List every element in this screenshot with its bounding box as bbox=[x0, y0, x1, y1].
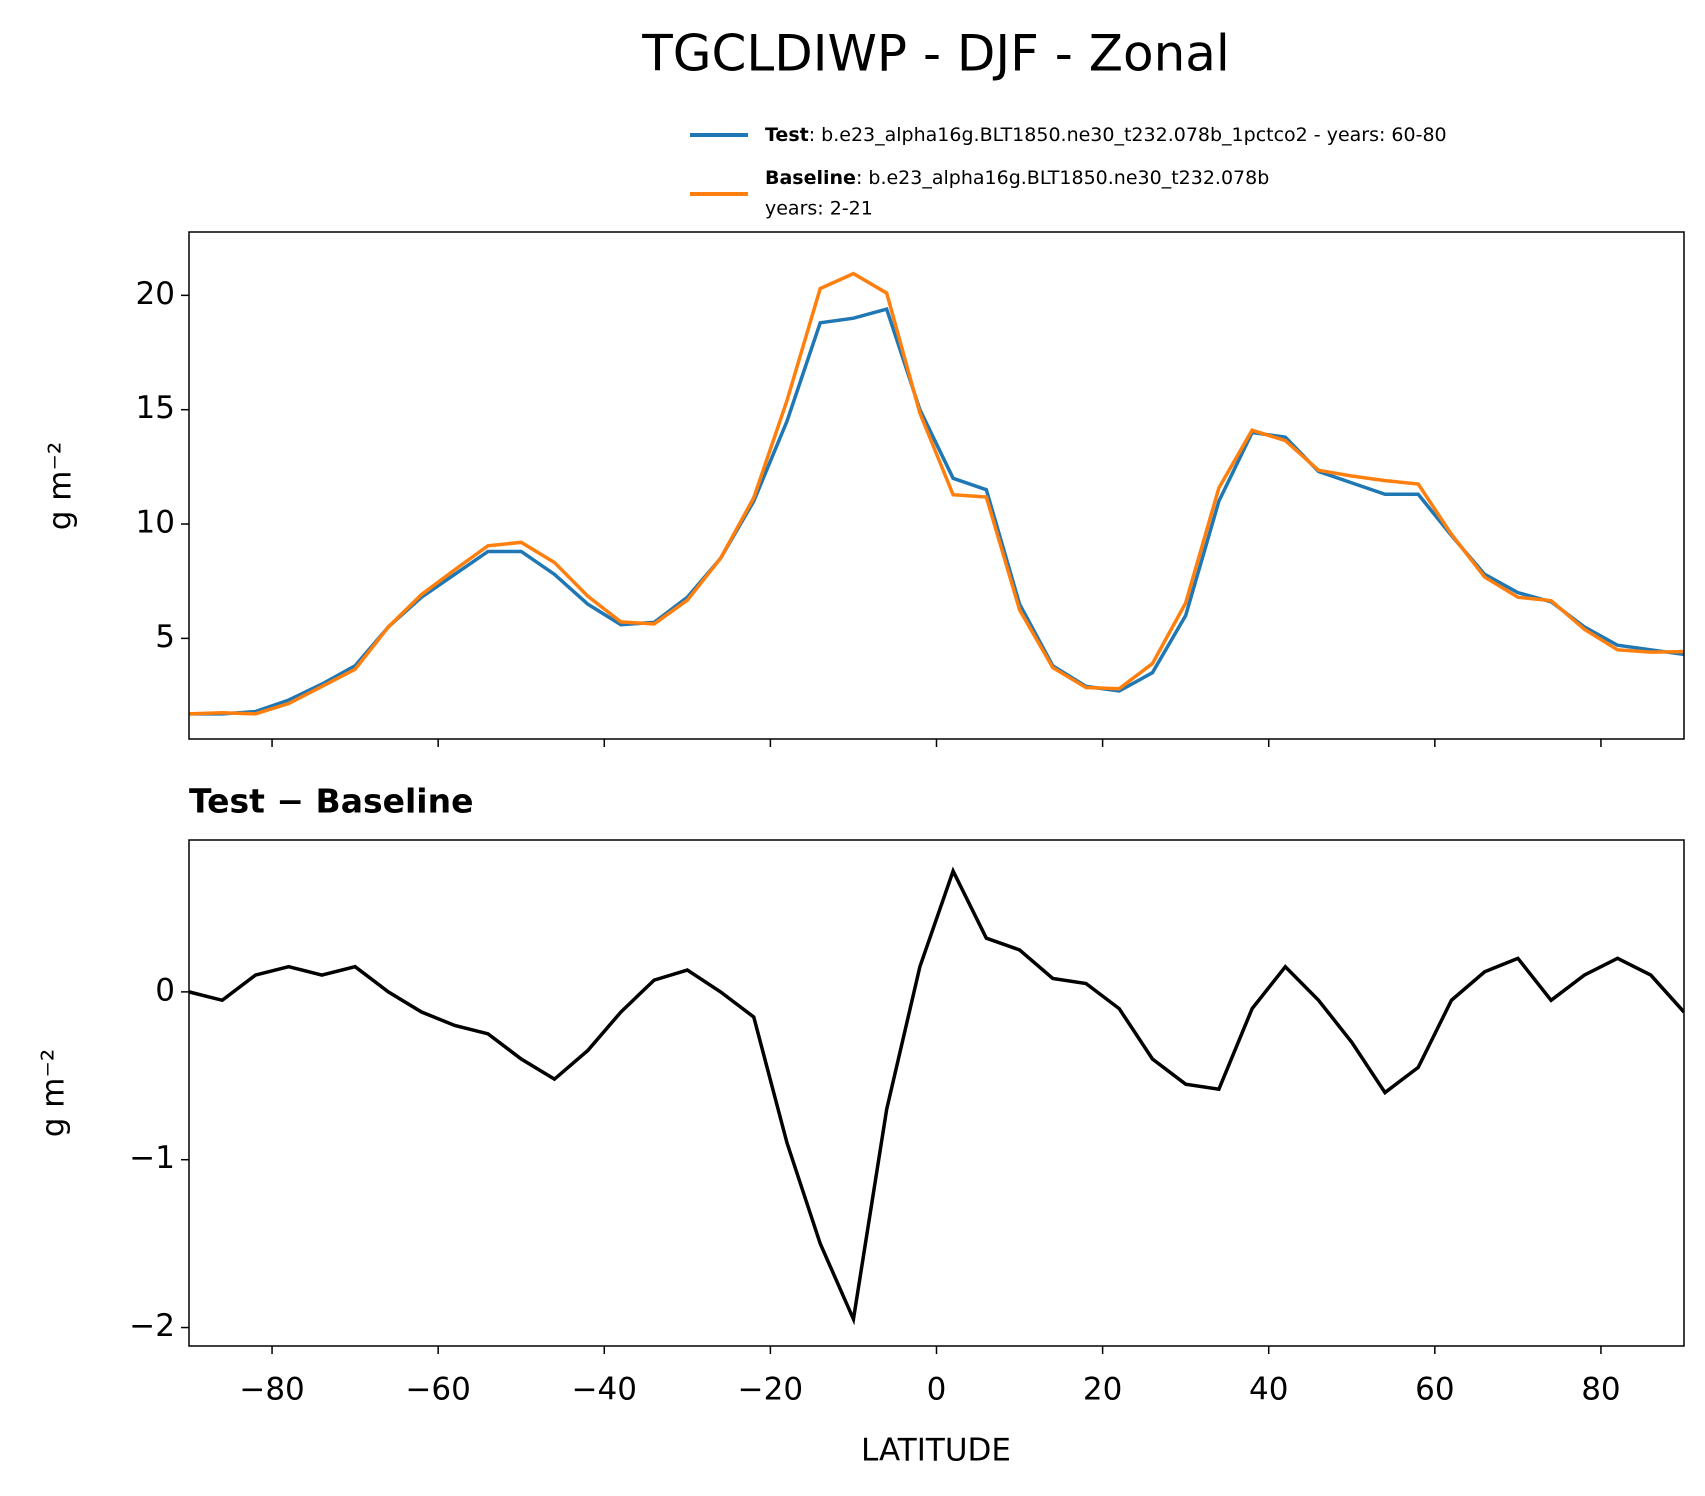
data-line bbox=[189, 271, 1684, 716]
legend-text: years: 2-21 bbox=[765, 198, 873, 220]
legend-label: Test: b.e23_alpha16g.BLT1850.ne30_t232.0… bbox=[765, 124, 1447, 146]
x-tick-label: 80 bbox=[1581, 1372, 1620, 1408]
chart-title: TGCLDIWP - DJF - Zonal bbox=[641, 25, 1230, 83]
y-tick-label: −2 bbox=[129, 1308, 175, 1344]
y-tick-label: 15 bbox=[136, 390, 175, 426]
panel-title: Test − Baseline bbox=[189, 782, 474, 821]
y-tick-label: 10 bbox=[136, 505, 175, 541]
x-tick-label: −80 bbox=[239, 1372, 304, 1408]
x-axis-label: LATITUDE bbox=[861, 1433, 1011, 1469]
legend-name: Test bbox=[765, 124, 809, 146]
legend-text: : b.e23_alpha16g.BLT1850.ne30_t232.078b_… bbox=[809, 124, 1447, 146]
data-line bbox=[189, 306, 1684, 716]
x-tick-label: 40 bbox=[1249, 1372, 1288, 1408]
y-tick-label: −1 bbox=[129, 1140, 175, 1176]
legend-name: Baseline bbox=[765, 167, 856, 189]
axes-frame bbox=[188, 839, 1685, 1347]
y-tick-label: 5 bbox=[155, 619, 175, 655]
x-tick-label: 60 bbox=[1415, 1372, 1454, 1408]
y-tick-label: 0 bbox=[155, 972, 175, 1008]
legend-text: : b.e23_alpha16g.BLT1850.ne30_t232.078b bbox=[856, 167, 1269, 189]
axes-frame bbox=[188, 231, 1685, 740]
y-axis-label: g m⁻² bbox=[43, 442, 79, 531]
legend-label: Baseline: b.e23_alpha16g.BLT1850.ne30_t2… bbox=[765, 167, 1269, 189]
x-tick-label: 0 bbox=[927, 1372, 947, 1408]
x-tick-label: 20 bbox=[1083, 1372, 1122, 1408]
x-tick-label: −20 bbox=[738, 1372, 803, 1408]
y-axis-label: g m⁻² bbox=[36, 1049, 72, 1138]
x-tick-label: −40 bbox=[572, 1372, 637, 1408]
data-line bbox=[189, 866, 1684, 1326]
y-tick-label: 20 bbox=[136, 276, 175, 312]
x-tick-label: −60 bbox=[405, 1372, 470, 1408]
